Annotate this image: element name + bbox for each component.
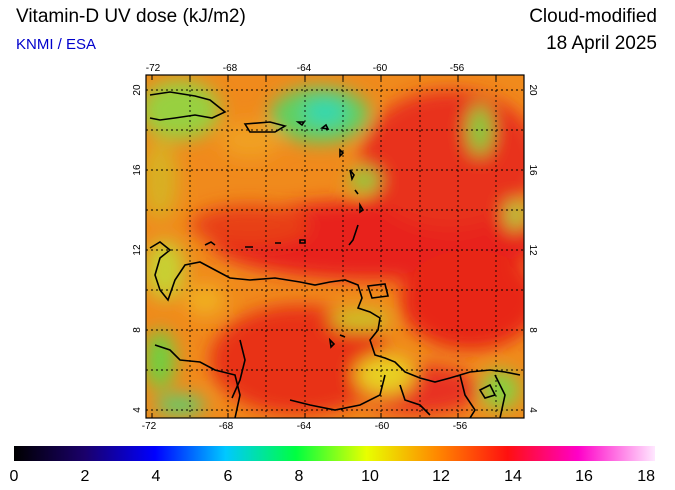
lat-label-right: 8: [527, 327, 538, 333]
colorbar: [14, 446, 655, 461]
colorbar-tick-label: 10: [361, 468, 379, 485]
lat-label-left: 12: [132, 244, 143, 256]
colorbar-tick-label: 8: [295, 468, 304, 485]
gridlines: [146, 75, 524, 418]
colorbar-tick-label: 16: [575, 468, 593, 485]
colorbar-tick-label: 18: [637, 468, 655, 485]
map-frame: [145, 74, 525, 419]
lon-label-bottom: -72: [142, 421, 157, 432]
product-label: Cloud-modified: [529, 6, 657, 27]
lat-label-left: 16: [132, 164, 143, 176]
lon-label-top: -64: [297, 63, 312, 74]
frame-ticks: [151, 75, 497, 418]
lat-label-left: 4: [132, 407, 143, 413]
colorbar-tick-label: 4: [152, 468, 161, 485]
lat-label-right: 12: [527, 244, 538, 256]
lon-label-bottom: -60: [375, 421, 390, 432]
lon-label-top: -68: [223, 63, 238, 74]
colorbar-labels: 0 2 4 6 8 10 12 14 16 18: [10, 468, 656, 485]
lat-label-left: 8: [132, 327, 143, 333]
lat-label-right: 16: [527, 164, 538, 176]
uv-field: [146, 75, 524, 418]
lat-label-right: 4: [527, 407, 538, 413]
lon-label-bottom: -68: [219, 421, 234, 432]
lat-label-right: 20: [527, 84, 538, 96]
map-title: Vitamin-D UV dose (kJ/m2): [16, 6, 246, 27]
colorbar-tick-label: 6: [224, 468, 233, 485]
lon-label-top: -60: [373, 63, 388, 74]
lon-label-top: -56: [450, 63, 465, 74]
lon-label-top: -72: [146, 63, 161, 74]
colorbar-tick-label: 14: [504, 468, 522, 485]
colorbar-tick-label: 0: [10, 468, 19, 485]
lat-label-left: 20: [132, 84, 143, 96]
colorbar-tick-label: 12: [432, 468, 450, 485]
date-label: 18 April 2025: [546, 33, 657, 54]
colorbar-tick-label: 2: [81, 468, 90, 485]
source-label: KNMI / ESA: [16, 36, 97, 53]
lon-label-bottom: -56: [453, 421, 468, 432]
lon-label-bottom: -64: [297, 421, 312, 432]
